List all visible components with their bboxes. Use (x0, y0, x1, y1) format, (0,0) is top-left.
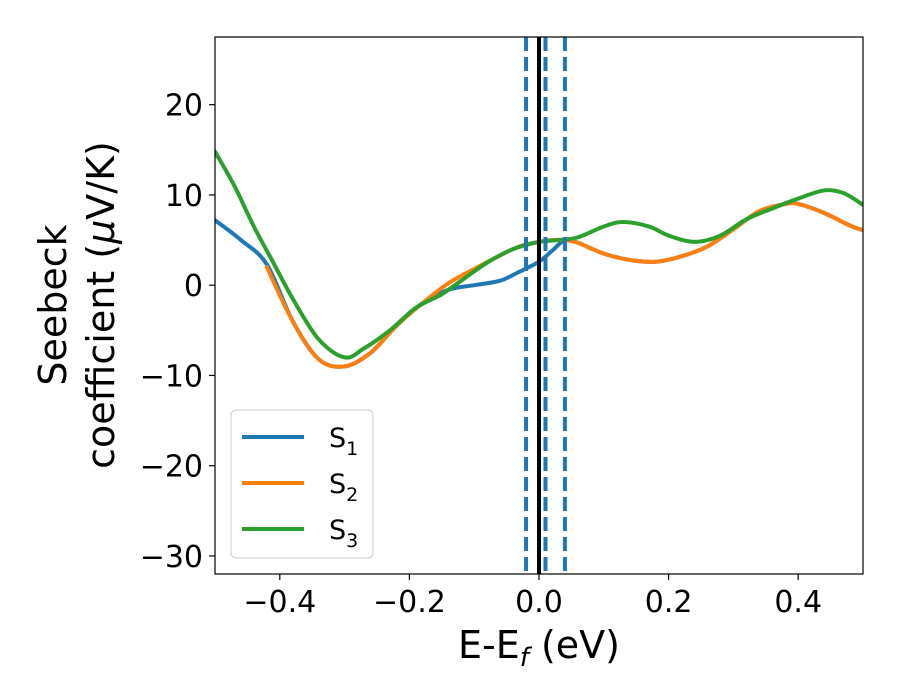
legend: S1 S2 S3 (230, 409, 374, 559)
y-axis-title-line2: coefficient (μV/K) (79, 141, 123, 469)
y-tick-label: −30 (140, 540, 203, 575)
x-tick-label: 0.4 (774, 585, 822, 620)
legend-label-s3: S3 (329, 515, 358, 552)
axis-ticks: −0.4 −0.2 0.0 0.2 0.4 −30 −20 −10 0 10 20 (140, 89, 822, 620)
y-axis-title: Seebeck coefficient (μV/K) (31, 141, 123, 469)
y-tick-label: −10 (140, 359, 203, 394)
y-tick-label: 0 (184, 269, 203, 304)
legend-label-s1: S1 (329, 423, 358, 460)
y-tick-label: 20 (165, 89, 203, 124)
x-axis-title: E-Ef (eV) (458, 623, 620, 673)
y-tick-label: −20 (140, 450, 203, 485)
y-axis-title-line1: Seebeck (31, 224, 75, 385)
legend-label-s2: S2 (329, 469, 358, 506)
x-tick-label: 0.0 (515, 585, 563, 620)
x-tick-label: 0.2 (645, 585, 693, 620)
reference-lines (524, 37, 567, 574)
y-tick-label: 10 (165, 179, 203, 214)
x-tick-label: −0.4 (243, 585, 316, 620)
x-tick-label: −0.2 (373, 585, 446, 620)
